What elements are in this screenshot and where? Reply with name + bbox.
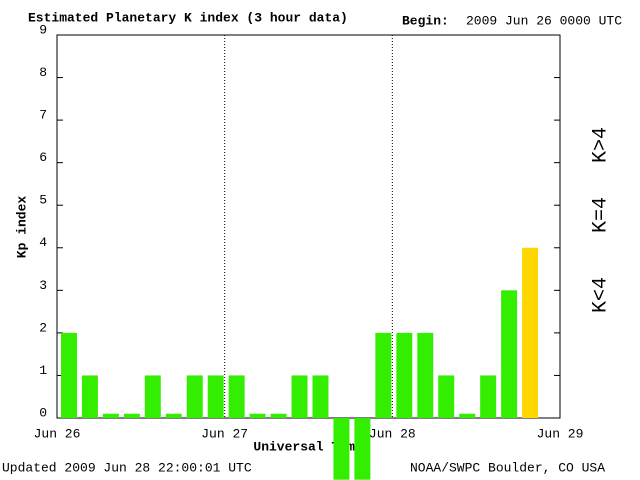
y-axis-label: Kp index <box>14 196 29 259</box>
y-tick-label: 8 <box>39 65 47 80</box>
y-tick-label: 2 <box>39 320 47 335</box>
y-tick-label: 3 <box>39 278 47 293</box>
bar <box>480 375 497 418</box>
legend-label: K>4 <box>589 127 612 163</box>
y-tick-label: 1 <box>39 363 47 378</box>
bar <box>207 375 224 418</box>
bar <box>186 375 203 418</box>
bar <box>123 413 140 418</box>
bar <box>249 413 266 418</box>
plot-frame <box>56 34 561 419</box>
bar <box>81 375 98 418</box>
bar <box>354 418 371 480</box>
bar <box>291 375 308 418</box>
updated-text: Updated 2009 Jun 28 22:00:01 UTC <box>2 460 252 475</box>
bar <box>144 375 161 418</box>
bar <box>417 332 434 418</box>
bar <box>459 413 476 418</box>
bar <box>165 413 182 418</box>
x-tick-label: Jun 28 <box>369 426 416 441</box>
begin-label: Begin: <box>402 13 449 28</box>
source-text: NOAA/SWPC Boulder, CO USA <box>410 460 605 475</box>
bar <box>438 375 455 418</box>
bar <box>270 413 287 418</box>
y-tick-label: 5 <box>39 193 47 208</box>
bar <box>61 332 77 418</box>
begin-value: 2009 Jun 26 0000 UTC <box>466 13 622 28</box>
x-tick-label: Jun 26 <box>34 426 81 441</box>
y-tick-label: 6 <box>39 150 47 165</box>
bar <box>333 418 350 480</box>
bar <box>312 375 329 418</box>
chart-title: Estimated Planetary K index (3 hour data… <box>28 10 348 25</box>
y-tick-label: 0 <box>39 405 47 420</box>
y-tick-label: 7 <box>39 108 47 123</box>
y-tick-label: 4 <box>39 235 47 250</box>
bar <box>102 413 119 418</box>
bar <box>375 332 392 418</box>
x-tick-label: Jun 27 <box>201 426 248 441</box>
bar <box>501 290 518 418</box>
bar <box>228 375 245 418</box>
x-tick-label: Jun 29 <box>537 426 584 441</box>
bar <box>396 332 413 418</box>
bar <box>522 247 539 418</box>
legend-label: K<4 <box>589 277 612 313</box>
legend-label: K=4 <box>589 197 612 233</box>
y-tick-label: 9 <box>39 22 47 37</box>
